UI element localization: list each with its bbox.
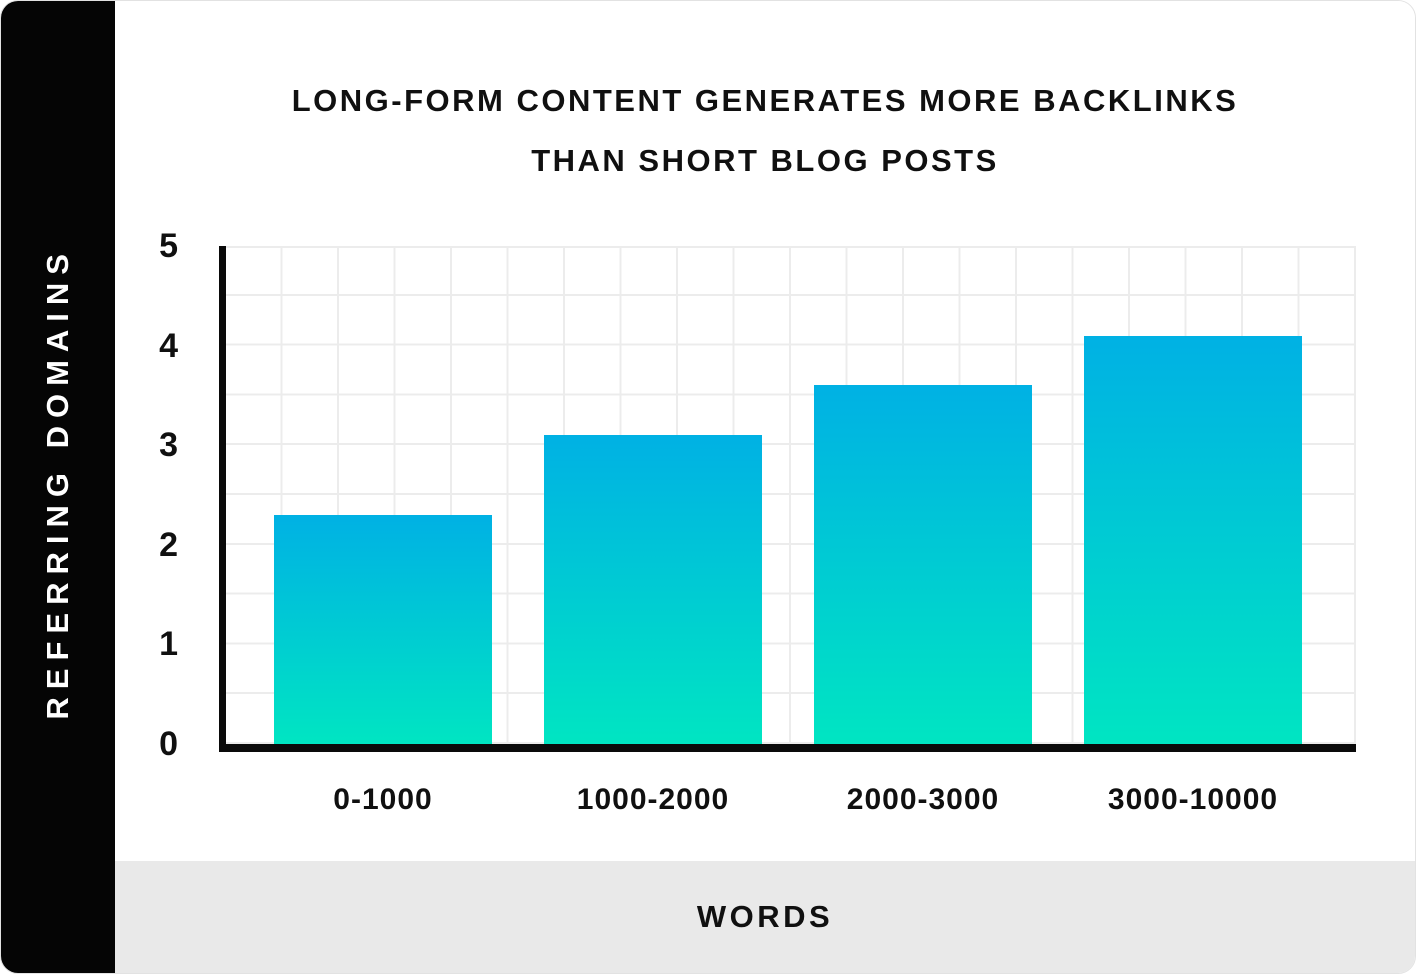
y-tick-label-2: 2 (159, 526, 178, 564)
chart-title-line-1: LONG-FORM CONTENT GENERATES MORE BACKLIN… (291, 83, 1239, 118)
bar-1000-2000 (544, 435, 762, 744)
y-axis-sidebar: REFERRING DOMAINS (1, 1, 115, 973)
x-tick-label-2000-3000: 2000-3000 (846, 783, 1000, 816)
bar-0-1000 (274, 515, 492, 744)
plot-area (219, 246, 1356, 752)
y-tick-label-5: 5 (159, 227, 178, 265)
x-axis-title: WORDS (696, 899, 834, 934)
x-tick-label-3000-10000: 3000-10000 (1107, 783, 1279, 816)
y-tick-label-1: 1 (159, 625, 178, 663)
chart-panel: LONG-FORM CONTENT GENERATES MORE BACKLIN… (115, 1, 1415, 973)
x-tick-label-1000-2000: 1000-2000 (576, 783, 730, 816)
y-axis-title: REFERRING DOMAINS (40, 246, 75, 720)
y-tick-label-4: 4 (159, 327, 178, 365)
x-axis-footer: WORDS (115, 861, 1415, 973)
chart-title: LONG-FORM CONTENT GENERATES MORE BACKLIN… (115, 71, 1415, 191)
y-tick-label-3: 3 (159, 426, 178, 464)
bar-3000-10000 (1084, 336, 1302, 744)
bar-2000-3000 (814, 385, 1032, 744)
x-tick-label-0-1000: 0-1000 (333, 783, 433, 816)
y-tick-label-0: 0 (159, 725, 178, 763)
chart-title-line-2: THAN SHORT BLOG POSTS (531, 143, 999, 178)
